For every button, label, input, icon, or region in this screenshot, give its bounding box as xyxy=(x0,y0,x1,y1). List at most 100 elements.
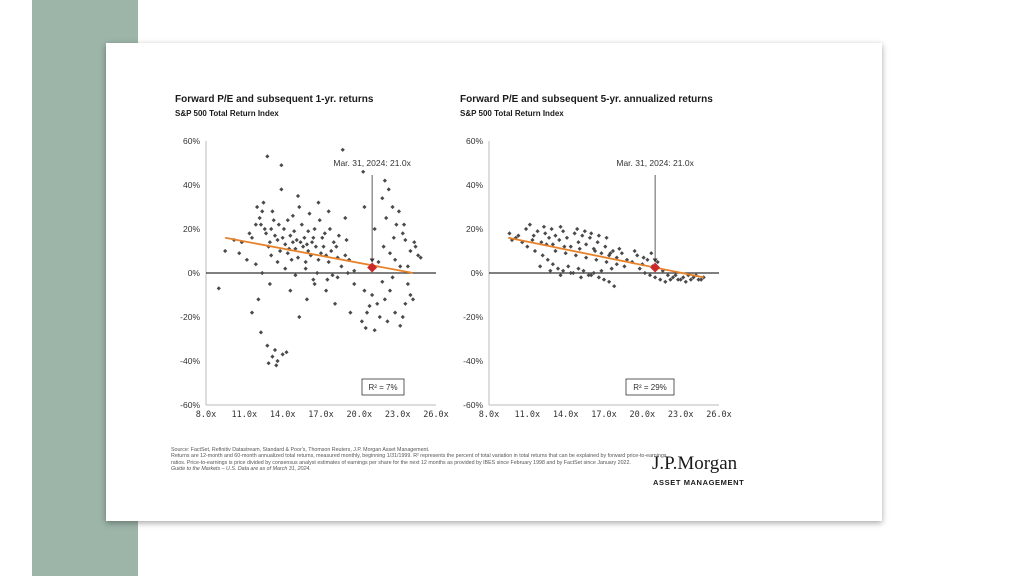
chart2-data-point xyxy=(535,229,540,234)
chart1-data-point xyxy=(367,303,372,309)
chart2-data-point xyxy=(575,226,580,232)
chart1-data-point xyxy=(316,257,321,262)
chart2-data-point xyxy=(610,248,616,254)
chart1-y-tick-label: -40% xyxy=(180,356,200,366)
chart2-x-tick-label: 11.0x xyxy=(515,410,541,420)
chart2-x-tick-label: 17.0x xyxy=(591,410,617,420)
asset-management-label: ASSET MANAGEMENT xyxy=(653,478,745,487)
chart2-data-point xyxy=(603,244,608,249)
chart1-data-point xyxy=(352,268,357,273)
chart1-data-point xyxy=(272,347,278,353)
chart1-data-point xyxy=(295,193,301,199)
chart1-data-point xyxy=(317,218,322,223)
chart2-data-point xyxy=(589,231,594,236)
chart2-subtitle: S&P 500 Total Return Index xyxy=(460,109,564,118)
chart1-data-point xyxy=(306,229,311,234)
chart2-data-point xyxy=(653,275,658,280)
chart2-data-point xyxy=(548,268,553,273)
chart2-data-point xyxy=(612,284,617,289)
chart1-data-point xyxy=(244,257,249,262)
chart1-data-point xyxy=(380,196,385,201)
chart1-data-point xyxy=(312,281,317,287)
chart1-data-point xyxy=(249,235,255,240)
chart1-data-point xyxy=(380,279,385,284)
chart1-data-point xyxy=(332,301,338,306)
chart1-x-tick-label: 11.0x xyxy=(232,410,258,420)
chart2-data-point xyxy=(520,240,525,245)
chart2-data-point xyxy=(572,231,577,236)
chart1-data-point xyxy=(253,262,258,267)
chart2-data-point xyxy=(566,264,571,269)
chart2-x-tick-label: 23.0x xyxy=(668,410,694,420)
jpmorgan-logo: J.P.Morgan xyxy=(652,453,738,474)
chart1-data-point xyxy=(285,218,290,223)
chart1-data-point xyxy=(330,273,335,278)
chart1-data-point xyxy=(362,204,367,210)
chart2-data-point xyxy=(580,233,585,238)
chart1-data-point xyxy=(270,354,275,359)
chart2-data-point xyxy=(564,235,570,240)
chart1-data-point xyxy=(393,257,398,262)
chart1-data-point xyxy=(344,237,349,243)
chart2-data-point xyxy=(527,222,532,227)
chart1-data-point xyxy=(260,270,265,276)
chart1-data-point xyxy=(370,292,375,298)
chart1-y-tick-label: 0% xyxy=(188,268,201,278)
chart2-data-point xyxy=(584,255,589,260)
chart2-data-point xyxy=(647,273,653,278)
chart2-data-point xyxy=(637,266,642,271)
chart1-data-point xyxy=(375,301,380,306)
chart2-x-tick-label: 14.0x xyxy=(553,410,579,420)
chart2-y-tick-label: -60% xyxy=(463,400,483,410)
chart1-data-point xyxy=(263,231,269,236)
chart2-r-squared-label: R² = 29% xyxy=(633,383,667,392)
chart2-data-point xyxy=(599,268,604,273)
chart1-data-point xyxy=(348,310,353,315)
chart1-trendline xyxy=(225,236,414,274)
chart1-data-point xyxy=(329,248,334,254)
chart1-r-squared-label: R² = 7% xyxy=(368,383,397,392)
chart1-data-point xyxy=(403,237,408,243)
chart2-current-point xyxy=(650,262,661,273)
chart1-data-point xyxy=(258,222,264,227)
chart1-data-point xyxy=(293,246,298,251)
chart1-data-point xyxy=(359,319,364,324)
chart2-data-point xyxy=(591,270,596,276)
chart2-data-point xyxy=(513,235,518,240)
chart2-r-squared-box xyxy=(625,378,675,396)
chart1-data-point xyxy=(394,222,399,227)
chart1-data-point xyxy=(413,244,418,249)
chart2-data-point xyxy=(558,224,563,229)
chart2-data-point xyxy=(557,237,562,243)
chart2-y-tick-label: -20% xyxy=(463,312,483,322)
chart2-data-point xyxy=(541,224,547,229)
chart2-x-tick-label: 20.0x xyxy=(630,410,656,420)
chart1-data-point xyxy=(280,352,285,357)
chart2-data-point xyxy=(609,266,614,271)
chart2-data-point xyxy=(604,259,609,265)
chart1-data-point xyxy=(293,273,298,278)
chart2-data-point xyxy=(507,231,512,236)
chart1-data-point xyxy=(364,310,370,315)
chart1-data-point xyxy=(262,226,267,232)
chart1-data-point xyxy=(309,240,315,245)
chart1-data-point xyxy=(391,235,396,240)
chart1-x-tick-label: 14.0x xyxy=(270,410,296,420)
chart1-data-point xyxy=(270,209,275,214)
chart1-data-point xyxy=(400,314,405,320)
chart2-data-point xyxy=(550,262,555,267)
chart2-data-point xyxy=(553,233,558,238)
chart1-data-point xyxy=(261,200,266,205)
chart1-x-tick-label: 20.0x xyxy=(347,410,373,420)
chart2-title: Forward P/E and subsequent 5-yr. annuali… xyxy=(460,94,713,105)
chart1-data-point xyxy=(258,330,264,335)
chart2-data-point xyxy=(553,248,558,254)
chart1-annotation-label: Mar. 31, 2024: 21.0x xyxy=(333,158,411,168)
chart2-data-point xyxy=(665,273,670,278)
chart1-data-point xyxy=(315,270,320,276)
chart2-data-point xyxy=(614,255,619,260)
chart1-title: Forward P/E and subsequent 1-yr. returns xyxy=(175,94,374,105)
chart2-data-point xyxy=(596,233,601,238)
chart2-trendline xyxy=(507,236,704,279)
chart2-data-point xyxy=(562,244,567,249)
